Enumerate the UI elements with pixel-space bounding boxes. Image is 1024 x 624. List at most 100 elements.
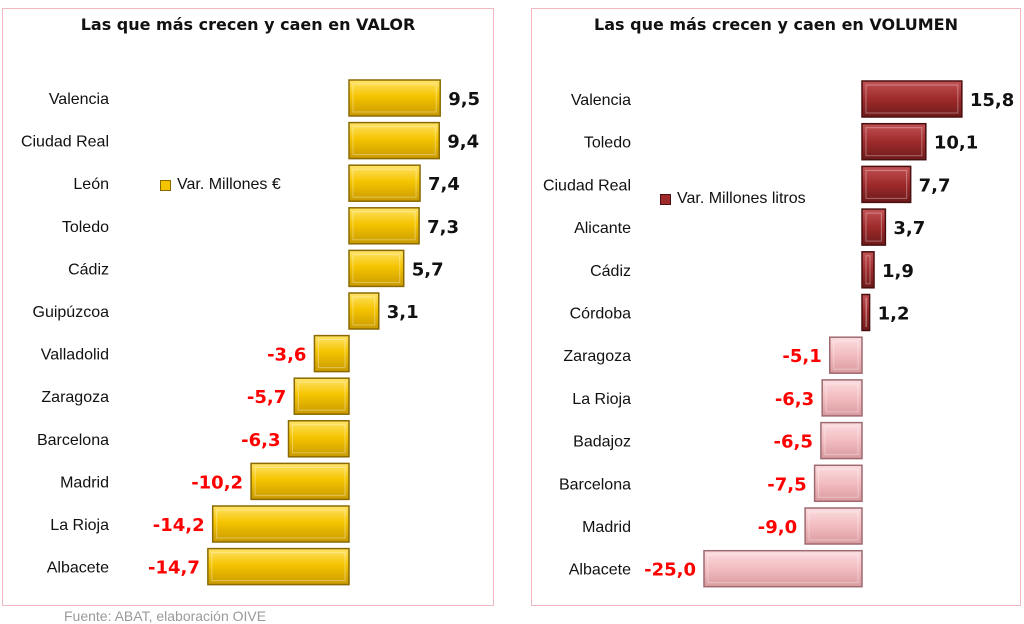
volume-bar-5 — [861, 293, 871, 332]
source-footer: Fuente: ABAT, elaboración OIVE — [64, 608, 267, 624]
volume-bar-9 — [813, 464, 863, 503]
volume-value-label-10: -9,0 — [758, 517, 797, 538]
value-value-label-4: 5,7 — [412, 259, 444, 280]
volume-bar-bevel-0 — [865, 84, 959, 114]
volume-value-label-4: 1,9 — [882, 261, 914, 282]
value-legend-swatch — [160, 179, 171, 191]
volume-value-label-9: -7,5 — [767, 474, 806, 495]
volume-category-label-2: Ciudad Real — [543, 177, 631, 194]
value-legend-label: Var. Millones € — [177, 176, 281, 193]
value-value-label-6: -3,6 — [267, 345, 306, 366]
value-value-label-11: -14,7 — [148, 558, 200, 579]
volume-category-label-5: Córdoba — [570, 306, 631, 323]
volume-category-label-6: Zaragoza — [563, 348, 631, 365]
value-category-label-6: Valladolid — [41, 347, 109, 364]
value-value-label-5: 3,1 — [387, 302, 419, 323]
value-bar-0 — [348, 79, 441, 117]
volume-bar-bevel-5 — [865, 298, 867, 327]
volume-bar-bevel-3 — [865, 212, 882, 242]
volume-bar-bevel-9 — [818, 468, 859, 498]
volume-bar-bevel-7 — [825, 383, 859, 413]
value-bar-8 — [287, 420, 350, 458]
volume-bar-bevel-1 — [865, 127, 923, 157]
volume-value-label-11: -25,0 — [644, 560, 696, 581]
volume-bar-bevel-6 — [833, 340, 859, 370]
value-bar-bevel-1 — [352, 126, 436, 156]
value-category-label-5: Guipúzcoa — [33, 304, 110, 321]
volume-value-label-8: -6,5 — [774, 432, 813, 453]
value-category-label-10: La Rioja — [50, 517, 109, 534]
value-bar-10 — [211, 505, 350, 543]
volume-value-label-1: 10,1 — [934, 133, 978, 154]
value-bar-bevel-2 — [352, 168, 417, 198]
value-bar-6 — [313, 334, 350, 373]
value-value-label-0: 9,5 — [448, 89, 480, 110]
value-category-label-2: León — [73, 176, 109, 193]
volume-bar-bevel-2 — [865, 169, 908, 199]
volume-bar-bevel-11 — [707, 554, 859, 584]
volume-bar-6 — [829, 336, 863, 374]
volume-bar-1 — [861, 122, 927, 161]
value-category-label-11: Albacete — [47, 560, 109, 577]
volume-value-label-2: 7,7 — [919, 175, 951, 196]
volume-value-label-0: 15,8 — [970, 90, 1014, 111]
value-bar-bevel-8 — [292, 424, 346, 454]
value-bar-bevel-10 — [216, 509, 346, 539]
value-bar-bevel-5 — [352, 296, 376, 326]
volume-bar-2 — [861, 165, 912, 204]
volume-bar-4 — [861, 251, 875, 289]
value-bar-bevel-9 — [254, 466, 346, 496]
volume-category-label-3: Alicante — [574, 220, 631, 237]
volume-category-label-4: Cádiz — [590, 263, 631, 280]
value-chart-legend: Var. Millones € — [160, 176, 281, 194]
value-bar-bevel-6 — [317, 339, 346, 369]
volume-category-label-10: Madrid — [582, 519, 631, 536]
value-bar-bevel-4 — [352, 253, 401, 283]
value-bar-9 — [250, 462, 350, 501]
value-bar-bevel-0 — [352, 83, 437, 113]
volume-legend-swatch — [660, 193, 671, 205]
volume-category-label-7: La Rioja — [572, 391, 631, 408]
value-bar-7 — [293, 377, 350, 415]
value-category-label-1: Ciudad Real — [21, 134, 109, 151]
volume-value-label-5: 1,2 — [878, 304, 910, 325]
volume-value-label-3: 3,7 — [893, 218, 925, 239]
volume-bar-bevel-8 — [824, 426, 859, 456]
value-value-label-8: -6,3 — [241, 430, 280, 451]
volume-category-label-8: Badajoz — [573, 434, 631, 451]
volume-bar-11 — [703, 549, 863, 588]
value-bar-1 — [348, 121, 440, 160]
volume-category-label-11: Albacete — [569, 562, 631, 579]
value-value-label-10: -14,2 — [153, 515, 205, 536]
value-category-label-4: Cádiz — [68, 261, 109, 278]
volume-category-label-9: Barcelona — [559, 476, 631, 493]
value-value-label-1: 9,4 — [447, 132, 479, 153]
volume-bar-10 — [804, 507, 863, 545]
value-category-label-0: Valencia — [49, 91, 109, 108]
volume-bar-0 — [861, 80, 963, 118]
volume-bar-7 — [821, 379, 863, 417]
value-bar-2 — [348, 164, 421, 202]
volume-chart-title: Las que más crecen y caen en VOLUMEN — [594, 15, 958, 34]
value-category-label-3: Toledo — [62, 219, 109, 236]
value-category-label-7: Zaragoza — [41, 389, 109, 406]
volume-category-label-1: Toledo — [584, 135, 631, 152]
value-category-label-8: Barcelona — [37, 432, 109, 449]
volume-value-label-6: -5,1 — [782, 346, 821, 367]
volume-category-label-0: Valencia — [571, 92, 631, 109]
value-bar-3 — [348, 207, 420, 245]
volume-legend-label: Var. Millones litros — [677, 190, 806, 207]
value-bar-bevel-11 — [211, 552, 346, 582]
value-category-label-9: Madrid — [60, 474, 109, 491]
value-bar-bevel-7 — [297, 381, 346, 411]
value-value-label-2: 7,4 — [428, 174, 460, 195]
value-bar-5 — [348, 292, 380, 330]
value-chart-title: Las que más crecen y caen en VALOR — [80, 15, 416, 34]
value-bar-11 — [207, 547, 350, 586]
volume-chart-legend: Var. Millones litros — [660, 190, 806, 208]
value-bar-4 — [348, 249, 405, 288]
volume-bar-bevel-4 — [865, 255, 871, 285]
volume-bar-bevel-10 — [808, 511, 859, 541]
volume-bar-3 — [861, 208, 887, 246]
